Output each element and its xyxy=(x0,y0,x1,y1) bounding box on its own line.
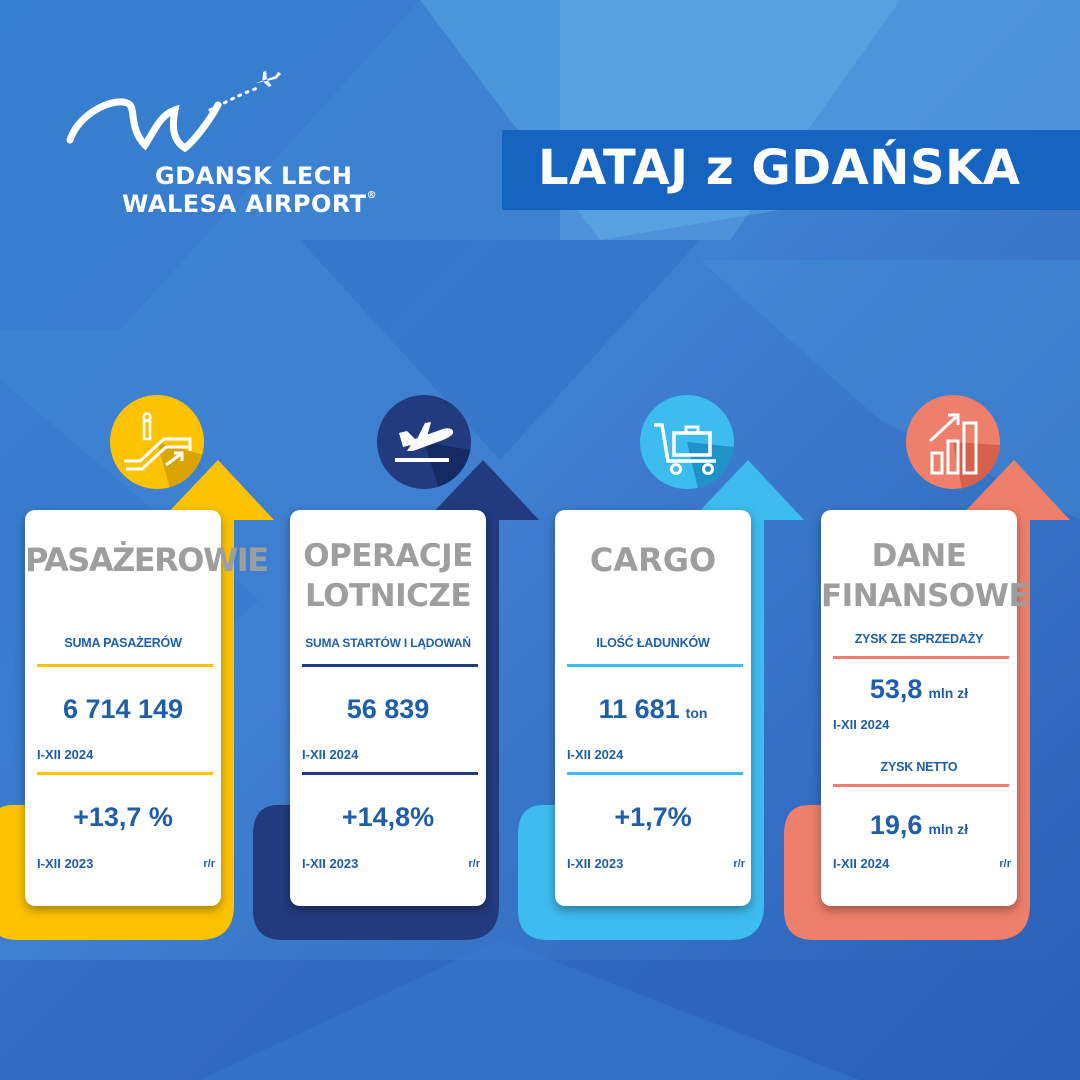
value-unit: ton xyxy=(685,705,708,721)
value-unit: mln zł xyxy=(928,685,969,701)
card-operations: OPERACJE LOTNICZE SUMA STARTÓW I LĄDOWAŃ … xyxy=(290,510,486,906)
panel-cargo: CARGO ILOŚĆ ŁADUNKÓW 11 681 ton I-XII 202… xyxy=(518,395,804,945)
card-title: OPERACJE LOTNICZE xyxy=(303,538,473,614)
luggage-trolley-icon xyxy=(640,395,734,489)
change-value: +1,7% xyxy=(614,802,692,832)
divider xyxy=(833,784,1009,787)
logo-signature-mark xyxy=(66,70,282,153)
yoy-label: r/r xyxy=(468,858,480,870)
period-label: I-XII 2024 xyxy=(833,856,890,871)
escalator-icon xyxy=(110,395,204,489)
period-label: I-XII 2024 xyxy=(567,747,624,762)
change-value: +13,7 % xyxy=(73,802,173,832)
registered-mark: ® xyxy=(366,190,378,201)
divider xyxy=(302,664,478,667)
page-title: LATAJ z GDAŃSKA xyxy=(538,140,1021,196)
compare-period-label: I-XII 2023 xyxy=(567,856,624,871)
yoy-label: r/r xyxy=(203,858,215,870)
card-title: DANE FINANSOWE xyxy=(821,538,1030,614)
logo-text-line1: GDANSK LECH xyxy=(155,162,353,190)
card-cargo: CARGO ILOŚĆ ŁADUNKÓW 11 681 ton I-XII 202… xyxy=(555,510,751,906)
divider xyxy=(833,656,1009,659)
metric-value-net-profit: 19,6 mln zł xyxy=(869,810,969,840)
airplane-takeoff-icon xyxy=(377,395,471,489)
compare-period-label: I-XII 2023 xyxy=(302,856,359,871)
card-passengers: PASAŻEROWIE SUMA PASAŻERÓW 6 714 149 I-X… xyxy=(25,510,269,906)
logo-text-line2: WALESA AIRPORT® xyxy=(122,190,378,218)
growth-chart-icon xyxy=(906,395,1000,489)
card-title: CARGO xyxy=(589,541,717,579)
metric-label: SUMA PASAŻERÓW xyxy=(64,636,182,650)
compare-period-label: I-XII 2023 xyxy=(37,856,94,871)
panel-operations: OPERACJE LOTNICZE SUMA STARTÓW I LĄDOWAŃ … xyxy=(253,395,539,945)
divider xyxy=(567,664,743,667)
panel-passengers: PASAŻEROWIE SUMA PASAŻERÓW 6 714 149 I-X… xyxy=(0,395,274,945)
panel-finance: DANE FINANSOWE ZYSK ZE SPRZEDAŻY 53,8 mln … xyxy=(784,395,1070,945)
change-value: +14,8% xyxy=(341,802,435,832)
value-unit: mln zł xyxy=(928,821,969,837)
metric-value: 11 681 ton xyxy=(598,694,708,724)
metric-value: 56 839 xyxy=(346,694,430,724)
card-title: PASAŻEROWIE xyxy=(25,541,269,579)
small-plane-icon xyxy=(254,70,282,87)
metric-value-sales-profit: 53,8 mln zł xyxy=(869,674,969,704)
period-label: I-XII 2024 xyxy=(302,747,359,762)
period-label: I-XII 2024 xyxy=(833,717,890,732)
metric-label-net-profit: ZYSK NETTO xyxy=(880,760,958,774)
title-banner: LATAJ z GDAŃSKA xyxy=(502,130,1080,210)
divider xyxy=(37,772,213,775)
metric-label: ILOŚĆ ŁADUNKÓW xyxy=(596,636,710,650)
divider xyxy=(567,772,743,775)
divider xyxy=(37,664,213,667)
metric-label: SUMA STARTÓW I LĄDOWAŃ xyxy=(305,636,471,650)
airport-logo: GDANSK LECH WALESA AIRPORT® xyxy=(60,70,380,220)
metric-value: 6 714 149 xyxy=(62,694,184,724)
period-label: I-XII 2024 xyxy=(37,747,94,762)
divider xyxy=(302,772,478,775)
metric-label-sales-profit: ZYSK ZE SPRZEDAŻY xyxy=(854,632,984,646)
card-finance: DANE FINANSOWE ZYSK ZE SPRZEDAŻY 53,8 mln … xyxy=(821,510,1030,906)
yoy-label: r/r xyxy=(999,858,1011,870)
yoy-label: r/r xyxy=(733,858,745,870)
